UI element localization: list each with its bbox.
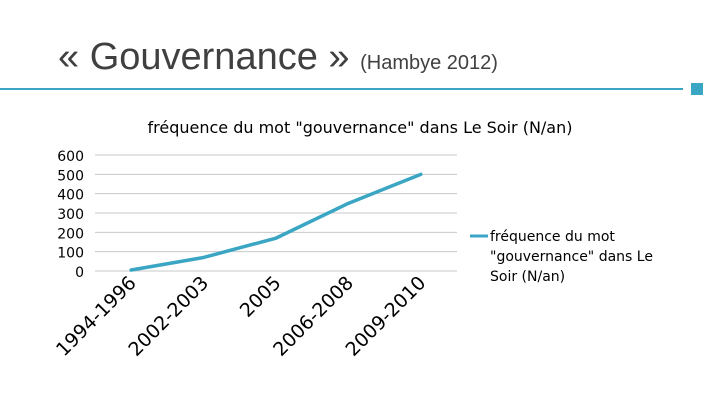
series-layer	[129, 172, 423, 272]
y-tick-label: 0	[75, 265, 84, 281]
legend-label: fréquence du mot "gouvernance" dans Le Soi…	[490, 229, 653, 285]
title-underline-square	[691, 83, 703, 95]
x-tick-label: 2005	[236, 272, 286, 322]
series-line	[129, 172, 423, 272]
y-tick-label: 100	[57, 246, 84, 262]
legend: fréquence du mot "gouvernance" dans Le Soi…	[470, 229, 653, 285]
slide-title-text: « Gouvernance »	[58, 36, 350, 78]
slide-subtitle: (Hambye 2012)	[360, 52, 498, 74]
chart-title: fréquence du mot "gouvernance" dans Le S…	[147, 118, 573, 137]
y-tick-label: 500	[57, 168, 84, 184]
y-tick-label: 300	[57, 207, 84, 223]
slide-title: « Gouvernance » (Hambye 2012)	[58, 36, 498, 79]
y-tick-label: 600	[57, 149, 84, 165]
gridlines	[95, 154, 457, 272]
y-tick-label: 200	[57, 226, 84, 242]
y-axis-tick-labels: 0 100 200 300 400 500 600	[57, 149, 84, 281]
y-tick-label: 400	[57, 188, 84, 204]
title-underline	[0, 88, 683, 90]
